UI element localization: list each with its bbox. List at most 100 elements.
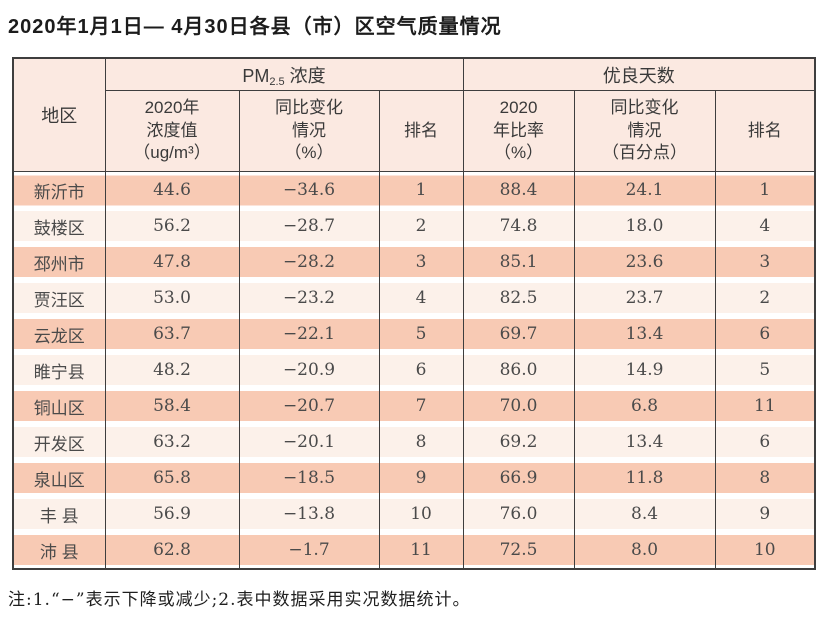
pm-change-cell: −22.1 bbox=[238, 316, 380, 352]
pm-value-cell: 56.2 bbox=[104, 208, 240, 244]
ratio-rank-cell: 6 bbox=[714, 424, 816, 460]
pm-rank-cell: 8 bbox=[378, 424, 464, 460]
page-title: 2020年1月1日— 4月30日各县（市）区空气质量情况 bbox=[8, 16, 502, 38]
group-header-row: 地区 PM2.5 浓度 优良天数 bbox=[12, 57, 816, 172]
region-cell: 开发区 bbox=[12, 424, 106, 460]
table-row: 鼓楼区 56.2 −28.7 2 74.8 18.0 4 bbox=[12, 208, 816, 244]
ratio-rank-cell: 1 bbox=[714, 171, 816, 208]
pm-change-cell: −34.6 bbox=[238, 171, 380, 208]
ratio-change-cell: 11.8 bbox=[573, 460, 716, 496]
table-row: 云龙区 63.7 −22.1 5 69.7 13.4 6 bbox=[12, 316, 816, 352]
pm25-label-prefix: PM bbox=[242, 65, 270, 86]
pm-rank-cell: 1 bbox=[378, 171, 464, 208]
region-cell: 丰 县 bbox=[12, 496, 106, 532]
ratio-cell: 74.8 bbox=[462, 208, 575, 244]
ratio-rank-cell: 4 bbox=[714, 208, 816, 244]
pm-value-cell: 53.0 bbox=[104, 280, 240, 316]
sub-header-row: 2020年 浓度值 （ug/m³） 同比变化 情况 （%） 排名 2020 年比… bbox=[13, 90, 816, 172]
pm-value-cell: 47.8 bbox=[104, 244, 240, 280]
ratio-rank-column-header: 排名 bbox=[714, 90, 816, 172]
table-row: 贾汪区 53.0 −23.2 4 82.5 23.7 2 bbox=[12, 280, 816, 316]
pm-change-column-header: 同比变化 情况 （%） bbox=[238, 90, 380, 172]
pm-rank-cell: 7 bbox=[378, 388, 464, 424]
ratio-cell: 85.1 bbox=[462, 244, 575, 280]
ratio-rank-cell: 9 bbox=[714, 496, 816, 532]
pm-rank-column-header: 排名 bbox=[378, 90, 464, 172]
pm-rank-cell: 3 bbox=[378, 244, 464, 280]
ratio-rank-cell: 2 bbox=[714, 280, 816, 316]
table-row: 开发区 63.2 −20.1 8 69.2 13.4 6 bbox=[12, 424, 816, 460]
pm-value-cell: 65.8 bbox=[104, 460, 240, 496]
pm25-group-header: PM2.5 浓度 bbox=[104, 57, 464, 91]
table-row: 泉山区 65.8 −18.5 9 66.9 11.8 8 bbox=[12, 460, 816, 496]
pm-value-cell: 62.8 bbox=[104, 532, 240, 569]
pm-change-cell: −1.7 bbox=[238, 532, 380, 569]
pm-value-column-header: 2020年 浓度值 （ug/m³） bbox=[104, 90, 240, 172]
pm-value-cell: 48.2 bbox=[104, 352, 240, 388]
region-cell: 鼓楼区 bbox=[12, 208, 106, 244]
pm-change-cell: −20.7 bbox=[238, 388, 380, 424]
region-column-header: 地区 bbox=[12, 57, 106, 172]
ratio-change-column-header: 同比变化 情况 （百分点） bbox=[573, 90, 716, 172]
region-cell: 云龙区 bbox=[12, 316, 106, 352]
region-cell: 邳州市 bbox=[12, 244, 106, 280]
pm-rank-cell: 6 bbox=[378, 352, 464, 388]
pm-change-cell: −13.8 bbox=[238, 496, 380, 532]
ratio-rank-cell: 10 bbox=[714, 532, 816, 569]
ratio-cell: 66.9 bbox=[462, 460, 575, 496]
ratio-change-cell: 14.9 bbox=[573, 352, 716, 388]
pm-value-cell: 63.2 bbox=[104, 424, 240, 460]
table-row: 铜山区 58.4 −20.7 7 70.0 6.8 11 bbox=[12, 388, 816, 424]
table-header: 地区 PM2.5 浓度 优良天数 2020年 浓度值 （ug/m³） 同比变化 … bbox=[12, 57, 816, 172]
ratio-rank-cell: 3 bbox=[714, 244, 816, 280]
pm-change-cell: −20.1 bbox=[238, 424, 380, 460]
ratio-change-cell: 23.7 bbox=[573, 280, 716, 316]
ratio-change-cell: 13.4 bbox=[573, 424, 716, 460]
ratio-cell: 69.2 bbox=[462, 424, 575, 460]
good-days-group-header: 优良天数 bbox=[462, 57, 816, 91]
pm-value-cell: 56.9 bbox=[104, 496, 240, 532]
region-cell: 铜山区 bbox=[12, 388, 106, 424]
pm-change-cell: −23.2 bbox=[238, 280, 380, 316]
pm-change-cell: −28.7 bbox=[238, 208, 380, 244]
pm-rank-cell: 5 bbox=[378, 316, 464, 352]
pm-value-cell: 44.6 bbox=[104, 171, 240, 208]
pm-change-cell: −18.5 bbox=[238, 460, 380, 496]
pm-value-cell: 58.4 bbox=[104, 388, 240, 424]
table-row: 沛 县 62.8 −1.7 11 72.5 8.0 10 bbox=[12, 532, 816, 569]
pm-rank-cell: 9 bbox=[378, 460, 464, 496]
ratio-cell: 76.0 bbox=[462, 496, 575, 532]
ratio-rank-cell: 5 bbox=[714, 352, 816, 388]
ratio-cell: 70.0 bbox=[462, 388, 575, 424]
region-cell: 泉山区 bbox=[12, 460, 106, 496]
table-body: 新沂市 44.6 −34.6 1 88.4 24.1 1 鼓楼区 56.2 −2… bbox=[12, 171, 816, 569]
ratio-change-cell: 23.6 bbox=[573, 244, 716, 280]
pm-rank-cell: 2 bbox=[378, 208, 464, 244]
pm-change-cell: −20.9 bbox=[238, 352, 380, 388]
ratio-cell: 72.5 bbox=[462, 532, 575, 569]
table-row: 丰 县 56.9 −13.8 10 76.0 8.4 9 bbox=[12, 496, 816, 532]
region-cell: 新沂市 bbox=[12, 171, 106, 208]
ratio-change-cell: 6.8 bbox=[573, 388, 716, 424]
ratio-change-cell: 13.4 bbox=[573, 316, 716, 352]
region-cell: 沛 县 bbox=[12, 532, 106, 569]
ratio-cell: 88.4 bbox=[462, 171, 575, 208]
ratio-change-cell: 8.0 bbox=[573, 532, 716, 569]
ratio-cell: 86.0 bbox=[462, 352, 575, 388]
pm-rank-cell: 10 bbox=[378, 496, 464, 532]
table-row: 睢宁县 48.2 −20.9 6 86.0 14.9 5 bbox=[12, 352, 816, 388]
ratio-rank-cell: 11 bbox=[714, 388, 816, 424]
ratio-cell: 82.5 bbox=[462, 280, 575, 316]
ratio-cell: 69.7 bbox=[462, 316, 575, 352]
pm25-label-suffix: 浓度 bbox=[284, 65, 326, 86]
pm-change-cell: −28.2 bbox=[238, 244, 380, 280]
pm25-subscript: 2.5 bbox=[269, 75, 285, 88]
table-row: 新沂市 44.6 −34.6 1 88.4 24.1 1 bbox=[12, 171, 816, 208]
region-cell: 睢宁县 bbox=[12, 352, 106, 388]
table-row: 邳州市 47.8 −28.2 3 85.1 23.6 3 bbox=[12, 244, 816, 280]
ratio-rank-cell: 8 bbox=[714, 460, 816, 496]
pm-rank-cell: 11 bbox=[378, 532, 464, 569]
air-quality-table: 地区 PM2.5 浓度 优良天数 2020年 浓度值 （ug/m³） 同比变化 … bbox=[12, 57, 817, 570]
pm-rank-cell: 4 bbox=[378, 280, 464, 316]
